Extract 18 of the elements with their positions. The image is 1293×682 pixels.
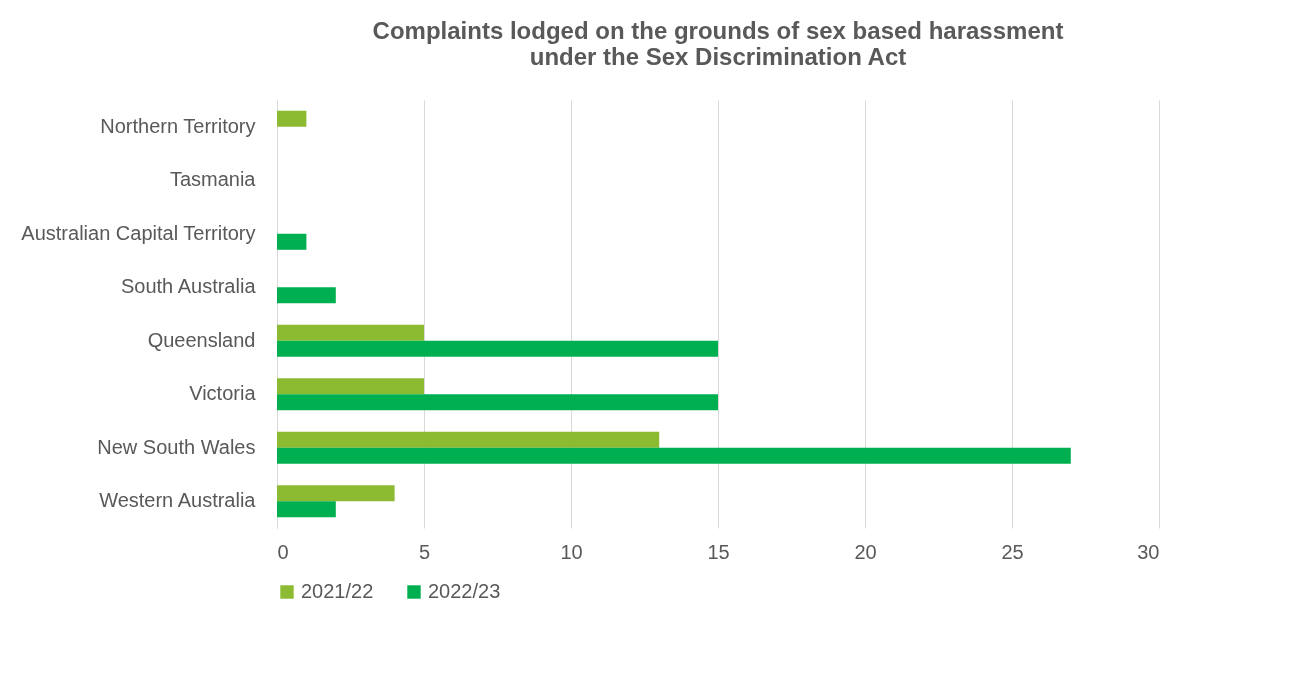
x-tick-label: 5 (418, 540, 431, 563)
y-tick-label: Australian Capital Territory (21, 221, 256, 244)
y-tick-label: Northern Territory (100, 114, 256, 137)
y-tick-label: Tasmania (169, 168, 257, 191)
legend-label: 2022/23 (428, 580, 501, 602)
x-tick-label: 25 (1001, 540, 1024, 563)
x-tick-label: 10 (560, 540, 583, 563)
x-tick-label: 20 (854, 540, 877, 563)
chart-title: Complaints lodged on the grounds of sex based harassment under the Sex Discrimination Act (372, 17, 1064, 70)
x-tick-label: 30 (1137, 540, 1160, 563)
x-tick-label: 0 (277, 540, 289, 563)
y-tick-label: Queensland (147, 328, 256, 351)
y-tick-label: New South Wales (97, 435, 256, 458)
y-tick-label: South Australia (120, 275, 257, 298)
y-tick-label: Western Australia (99, 489, 257, 512)
y-tick-label: Victoria (189, 382, 257, 405)
x-tick-label: 15 (707, 540, 730, 563)
legend-label: 2021/22 (301, 580, 374, 602)
